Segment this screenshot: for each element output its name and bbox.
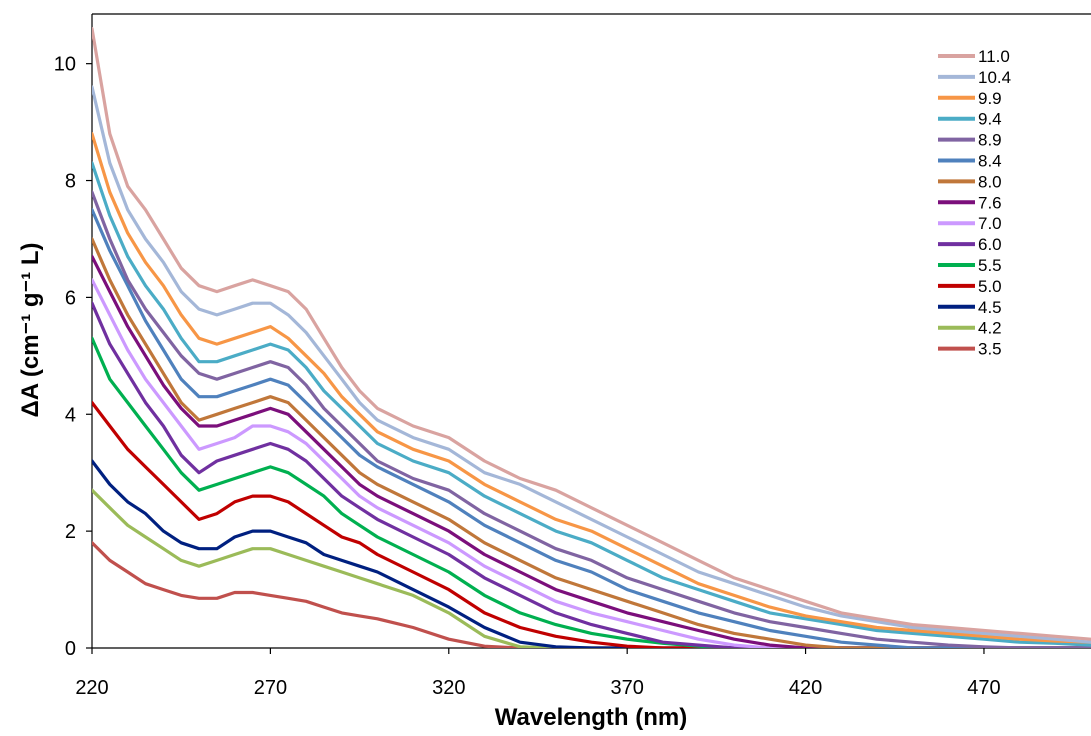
x-tick-label: 420: [789, 677, 822, 699]
legend-label: 3.5: [978, 340, 1002, 359]
x-tick-label: 370: [610, 677, 643, 699]
series-line-8.0: [92, 239, 1091, 648]
series-layer: [92, 29, 1091, 648]
legend-label: 8.4: [978, 152, 1002, 171]
x-tick-label: 220: [75, 677, 108, 699]
legend-label: 9.4: [978, 110, 1002, 129]
legend-label: 7.6: [978, 193, 1002, 212]
legend-label: 11.0: [978, 47, 1010, 66]
series-line-8.4: [92, 210, 1091, 648]
legend: 11.0 10.4 9.9 9.4 8.9 8.48.0 7.6 7.0 6.0 5.5 5.0 4.…: [938, 47, 1011, 359]
y-tick-label: 10: [54, 54, 76, 76]
x-axis-ticks: 220 270 320 370 420 470: [75, 648, 1000, 699]
legend-label: 5.0: [978, 277, 1002, 296]
y-axis-title: ΔA (cm⁻¹ g⁻¹ L): [17, 242, 44, 417]
legend-label: 9.9: [978, 89, 1002, 108]
legend-label: 10.4: [978, 68, 1011, 87]
series-line-8.9: [92, 192, 1091, 648]
x-tick-label: 320: [432, 677, 465, 699]
y-tick-label: 2: [65, 521, 76, 543]
legend-label: 8.9: [978, 131, 1002, 150]
legend-label: 7.0: [978, 214, 1002, 233]
legend-label: 6.0: [978, 235, 1002, 254]
series-line-4.5: [92, 461, 1091, 648]
y-axis-ticks: 0 2 4 6 8 10: [54, 54, 92, 660]
y-tick-label: 4: [65, 404, 76, 426]
legend-label: 4.5: [978, 298, 1002, 317]
y-tick-label: 8: [65, 171, 76, 193]
legend-label: 4.2: [978, 319, 1002, 338]
x-axis-title: Wavelength (nm): [495, 704, 687, 731]
legend-label: 8.0: [978, 172, 1002, 191]
x-tick-label: 470: [967, 677, 1000, 699]
y-tick-label: 0: [65, 638, 76, 660]
x-tick-label: 270: [254, 677, 287, 699]
series-line-5.0: [92, 403, 1091, 648]
legend-label: 5.5: [978, 256, 1002, 275]
y-tick-label: 6: [65, 287, 76, 309]
